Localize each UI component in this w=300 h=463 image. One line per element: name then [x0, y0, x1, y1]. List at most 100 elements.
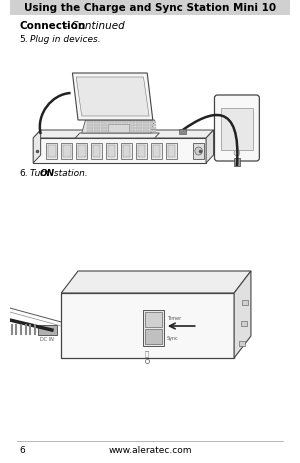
Bar	[108, 121, 114, 124]
Text: 6: 6	[19, 445, 25, 455]
Bar	[129, 127, 135, 130]
Bar	[136, 125, 142, 127]
Bar	[87, 127, 93, 130]
Bar	[106, 144, 117, 160]
Text: - Continued: - Continued	[61, 21, 125, 31]
Bar	[76, 144, 87, 160]
Bar	[61, 294, 234, 358]
Text: ON: ON	[40, 169, 55, 178]
Bar	[61, 144, 72, 160]
Bar	[143, 127, 149, 130]
Bar	[129, 125, 135, 127]
Polygon shape	[206, 131, 214, 163]
Bar	[108, 125, 114, 127]
Bar	[116, 131, 121, 133]
Bar	[136, 127, 142, 130]
Bar	[151, 144, 162, 160]
Bar	[168, 146, 175, 158]
Bar	[129, 121, 135, 124]
Text: station.: station.	[51, 169, 88, 178]
Bar	[101, 121, 107, 124]
Bar	[239, 341, 245, 346]
Bar	[143, 125, 149, 127]
Bar	[33, 139, 206, 163]
Bar	[241, 321, 247, 326]
Text: ⭘: ⭘	[145, 350, 149, 357]
Bar	[143, 131, 149, 133]
Bar	[108, 125, 128, 133]
Bar	[108, 131, 114, 133]
Bar	[151, 131, 156, 133]
Bar	[46, 144, 58, 160]
Bar	[122, 131, 128, 133]
Bar	[143, 121, 149, 124]
Text: Using the Charge and Sync Station Mini 10: Using the Charge and Sync Station Mini 1…	[24, 3, 276, 13]
Polygon shape	[76, 78, 149, 117]
Bar	[221, 109, 253, 150]
Polygon shape	[33, 131, 214, 139]
Bar	[136, 121, 142, 124]
Bar	[153, 146, 160, 158]
Text: Turn: Turn	[30, 169, 53, 178]
Bar	[193, 144, 204, 160]
Bar	[151, 127, 156, 130]
Bar	[116, 125, 121, 127]
Bar	[94, 127, 100, 130]
Bar	[145, 313, 162, 327]
Text: www.aleratec.com: www.aleratec.com	[108, 445, 192, 455]
Bar	[101, 131, 107, 133]
Bar	[93, 146, 100, 158]
Text: Sync: Sync	[167, 336, 178, 341]
Bar	[166, 144, 177, 160]
Bar	[63, 146, 70, 158]
Polygon shape	[75, 134, 159, 139]
Text: DC IN: DC IN	[40, 337, 54, 342]
Bar	[87, 121, 93, 124]
Bar	[48, 146, 56, 158]
Polygon shape	[72, 74, 153, 121]
Bar	[123, 146, 130, 158]
Bar	[108, 146, 116, 158]
Polygon shape	[82, 121, 155, 134]
Bar	[136, 144, 147, 160]
Bar	[94, 125, 100, 127]
Bar	[101, 127, 107, 130]
Bar	[94, 131, 100, 133]
Bar	[91, 144, 102, 160]
Bar	[151, 125, 156, 127]
FancyBboxPatch shape	[214, 96, 259, 162]
Text: Connection: Connection	[19, 21, 86, 31]
Bar	[121, 144, 132, 160]
Bar	[87, 125, 93, 127]
Bar	[10, 0, 290, 16]
Bar	[234, 159, 240, 167]
Bar	[78, 146, 85, 158]
Bar	[138, 146, 145, 158]
Bar	[145, 329, 162, 344]
Bar	[242, 300, 248, 305]
Bar	[151, 121, 156, 124]
Bar	[122, 125, 128, 127]
Bar	[129, 131, 135, 133]
Polygon shape	[61, 271, 251, 294]
Bar	[94, 121, 100, 124]
Bar	[38, 325, 56, 335]
Bar	[136, 131, 142, 133]
Polygon shape	[33, 131, 41, 163]
Circle shape	[234, 150, 240, 156]
Bar	[101, 125, 107, 127]
Polygon shape	[234, 271, 251, 358]
Text: Timer: Timer	[167, 316, 181, 321]
Circle shape	[195, 148, 202, 156]
Text: Plug in devices.: Plug in devices.	[30, 36, 101, 44]
Bar	[179, 130, 186, 135]
Text: 6.: 6.	[19, 169, 28, 178]
Bar	[108, 127, 114, 130]
Bar	[122, 121, 128, 124]
Bar	[122, 127, 128, 130]
Bar	[143, 310, 164, 346]
Bar	[116, 127, 121, 130]
Bar	[87, 131, 93, 133]
Bar	[116, 121, 121, 124]
Text: 5.: 5.	[19, 36, 28, 44]
